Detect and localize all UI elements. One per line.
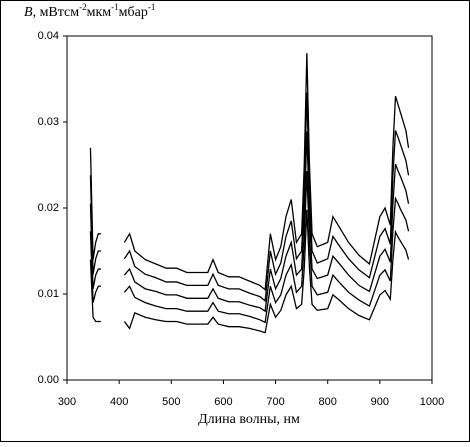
x-tick-label: 300 <box>58 396 76 408</box>
spectrum-line <box>89 170 410 324</box>
x-tick-label: 600 <box>214 396 232 408</box>
x-tick-label: 1000 <box>420 396 444 408</box>
y-label-part: мкм <box>87 5 112 20</box>
y-label-part: , мВтсм <box>33 5 80 20</box>
x-axis-label: Длина волны, нм <box>198 412 300 427</box>
y-tick-label: 0.02 <box>38 202 59 214</box>
y-tick-label: 0.04 <box>38 30 59 42</box>
y-axis-label: B, мВтсм-2мкм-1мбар-1 <box>24 2 155 20</box>
y-label-part: мбар <box>119 5 148 20</box>
y-label-part: -1 <box>111 2 119 12</box>
x-tick-label: 400 <box>110 396 128 408</box>
x-tick-label: 500 <box>162 396 180 408</box>
y-label-part: B <box>24 5 33 20</box>
spectrum-line <box>89 131 410 313</box>
y-label-part: -1 <box>148 2 156 12</box>
y-tick-label: 0.01 <box>38 288 59 300</box>
spectrum-line <box>89 209 410 334</box>
x-tick-label: 700 <box>266 396 284 408</box>
y-label-part: -2 <box>79 2 87 12</box>
x-tick-label: 800 <box>319 396 337 408</box>
x-tick-label: 900 <box>371 396 389 408</box>
y-tick-label: 0.00 <box>38 374 59 386</box>
y-tick-label: 0.03 <box>38 116 59 128</box>
